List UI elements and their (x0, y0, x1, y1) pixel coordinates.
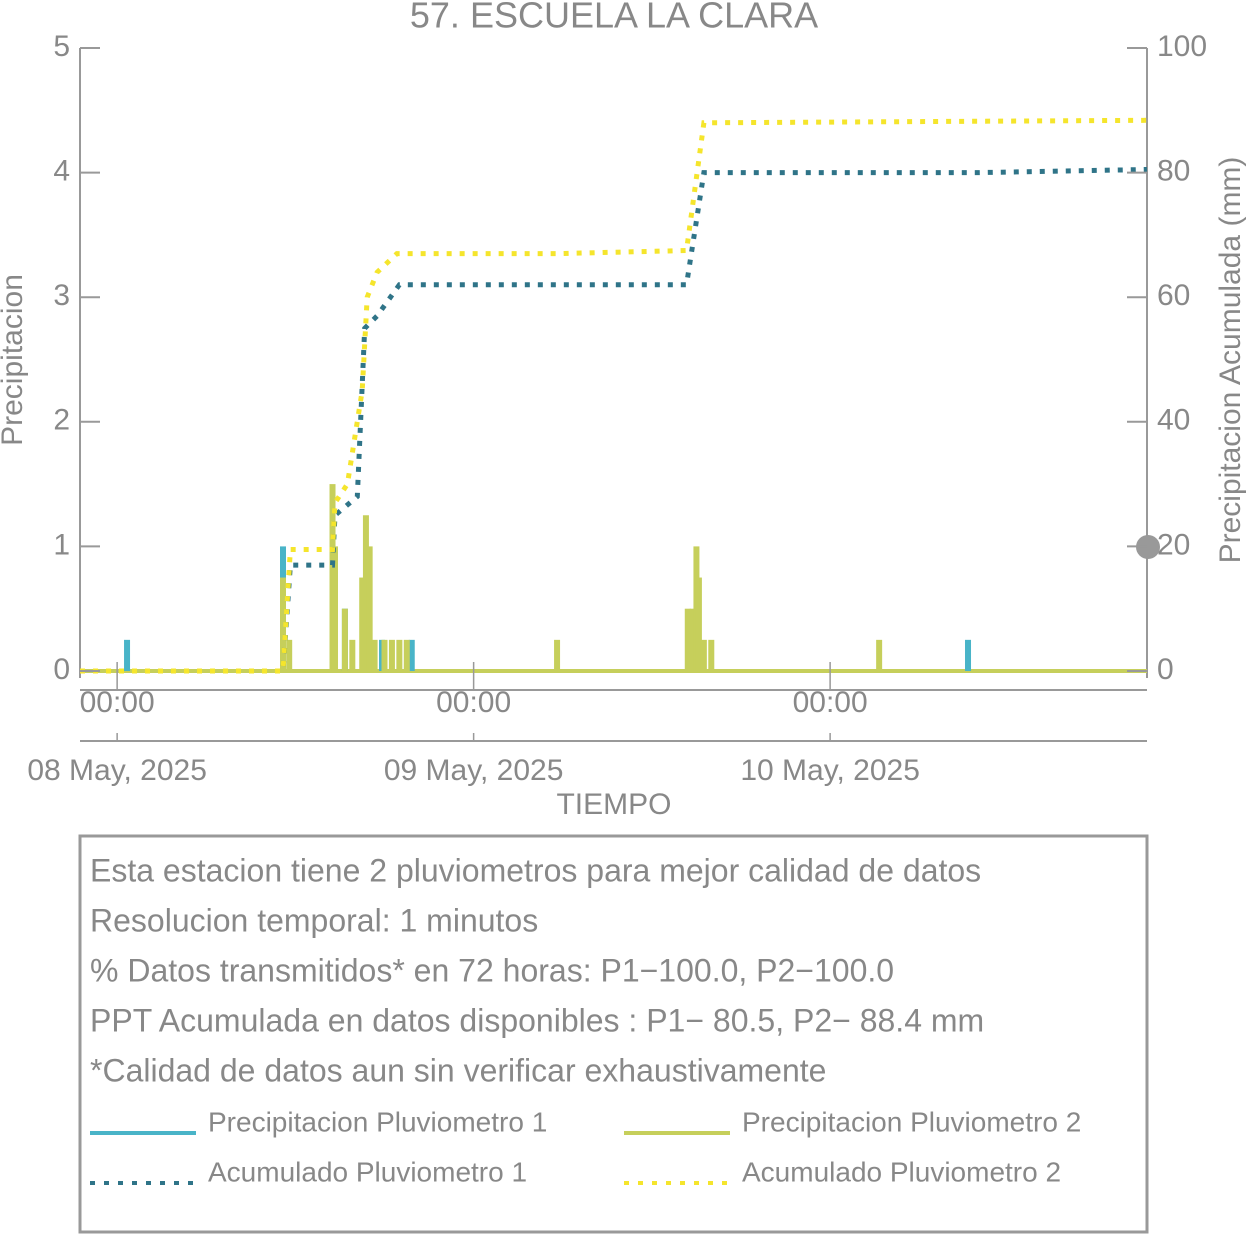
y-tick-label: 4 (53, 155, 70, 188)
note-line: % Datos transmitidos* en 72 horas: P1−10… (90, 952, 894, 988)
x-date-label: 10 May, 2025 (740, 754, 920, 787)
precip-bar (876, 639, 883, 671)
y2-tick-label: 80 (1157, 155, 1190, 188)
legend-label: Acumulado Pluviometro 2 (742, 1156, 1061, 1187)
precip-bar (965, 639, 972, 671)
note-line: *Calidad de datos aun sin verificar exha… (90, 1052, 826, 1088)
legend-label: Precipitacion Pluviometro 1 (208, 1106, 547, 1137)
note-line: PPT Acumulada en datos disponibles : P1−… (90, 1002, 984, 1038)
y2-tick-label: 40 (1157, 404, 1190, 437)
precip-bar (684, 608, 691, 671)
y2-tick-label: 20 (1157, 528, 1190, 561)
precip-bar (359, 577, 366, 671)
precip-bar (408, 639, 415, 671)
chart-title: 57. ESCUELA LA CLARA (410, 0, 818, 36)
note-line: Esta estacion tiene 2 pluviometros para … (90, 852, 981, 888)
precip-bar (124, 639, 131, 671)
note-line: Resolucion temporal: 1 minutos (90, 902, 538, 938)
notes-box (78, 834, 1149, 1234)
y2-axis-label: Precipitacion Acumulada (mm) (1214, 157, 1247, 564)
y-axis-label: Precipitacion (0, 274, 29, 446)
y-tick-label: 2 (53, 404, 70, 437)
x-tick-label: 00:00 (436, 686, 511, 719)
x-date-label: 08 May, 2025 (27, 754, 207, 787)
precip-bar (396, 639, 403, 671)
precip-bar (708, 639, 715, 671)
legend-label: Precipitacion Pluviometro 2 (742, 1106, 1081, 1137)
precip-bar (388, 639, 395, 671)
precip-bar (362, 515, 369, 671)
cumulative-line (80, 117, 1148, 674)
y-tick-label: 0 (53, 653, 70, 686)
precip-bar (371, 639, 378, 671)
precip-bar (280, 577, 287, 671)
precip-bar (381, 639, 388, 671)
x-axis-label: TIEMPO (556, 788, 671, 821)
y-tick-label: 5 (53, 30, 70, 63)
y2-tick-label: 100 (1157, 30, 1207, 63)
precip-bar (689, 608, 696, 671)
y-tick-label: 1 (53, 528, 70, 561)
y2-tick-label: 60 (1157, 279, 1190, 312)
precip-bar (366, 546, 373, 671)
precip-bar (695, 577, 702, 671)
precip-bar (700, 639, 707, 671)
precip-bar (349, 639, 356, 671)
plot-area (80, 117, 1148, 674)
x-tick-label: 00:00 (80, 686, 155, 719)
precip-bar (403, 639, 410, 671)
x-tick-label: 00:00 (793, 686, 868, 719)
precip-bar (331, 546, 338, 671)
cumulative-line (80, 167, 1148, 674)
y2-tick-label: 0 (1157, 653, 1174, 686)
y-tick-label: 3 (53, 279, 70, 312)
x-date-label: 09 May, 2025 (384, 754, 564, 787)
precip-bar (286, 639, 293, 671)
legend-label: Acumulado Pluviometro 1 (208, 1156, 527, 1187)
precip-bar (341, 608, 348, 671)
marker-dot (1136, 535, 1160, 559)
precip-bar (554, 639, 561, 671)
